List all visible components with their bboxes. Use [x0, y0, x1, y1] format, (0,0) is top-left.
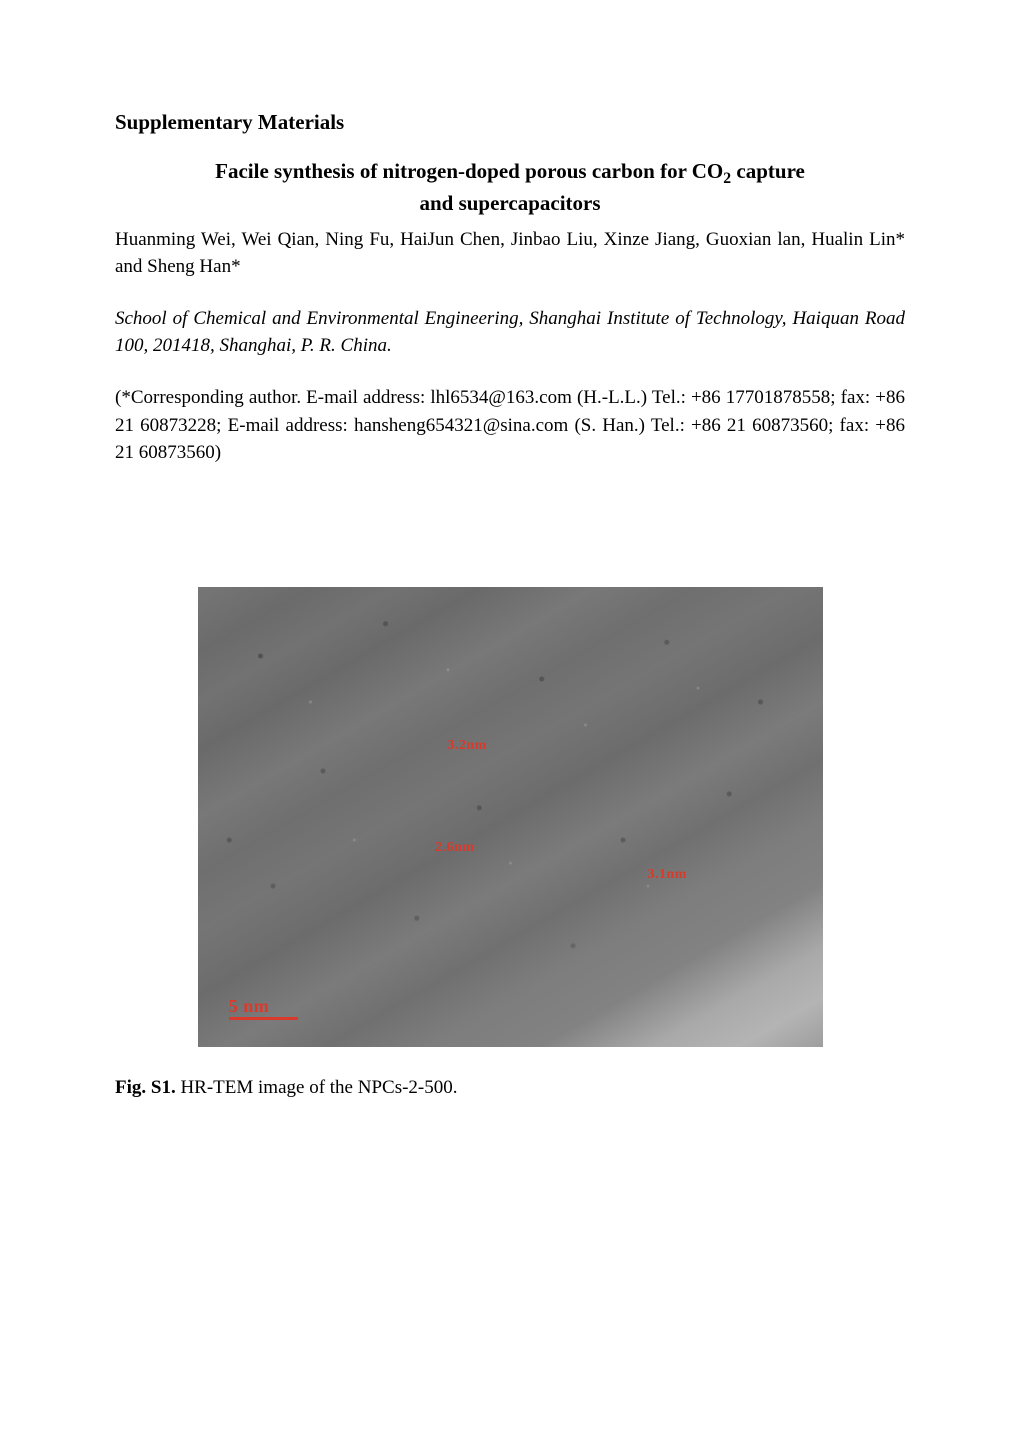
title-line2: and supercapacitors: [419, 191, 600, 215]
title-line1-part2: capture: [731, 159, 805, 183]
annotation-3-2nm: 3.2nm: [448, 738, 487, 754]
section-heading: Supplementary Materials: [115, 110, 905, 135]
title-subscript: 2: [723, 170, 731, 187]
paper-title: Facile synthesis of nitrogen-doped porou…: [115, 157, 905, 218]
annotation-2-6nm: 2.6nm: [435, 840, 474, 856]
annotation-3-1nm: 3.1nm: [648, 867, 687, 883]
caption-label: Fig. S1.: [115, 1077, 176, 1098]
corresponding-author: (*Corresponding author. E-mail address: …: [115, 384, 905, 467]
author-list: Huanming Wei, Wei Qian, Ning Fu, HaiJun …: [115, 226, 905, 281]
scalebar-label: 5 nm: [229, 996, 270, 1017]
figure-s1: 3.2nm 2.6nm 3.1nm 5 nm: [115, 587, 905, 1047]
tem-image: 3.2nm 2.6nm 3.1nm 5 nm: [198, 587, 823, 1047]
figure-caption: Fig. S1. HR-TEM image of the NPCs-2-500.: [115, 1075, 905, 1102]
title-line1-part1: Facile synthesis of nitrogen-doped porou…: [215, 159, 723, 183]
caption-text: HR-TEM image of the NPCs-2-500.: [176, 1077, 458, 1098]
tem-noise-light: [198, 587, 823, 1047]
scalebar-line: [229, 1017, 298, 1020]
page: Supplementary Materials Facile synthesis…: [0, 0, 1020, 1161]
affiliation: School of Chemical and Environmental Eng…: [115, 305, 905, 360]
